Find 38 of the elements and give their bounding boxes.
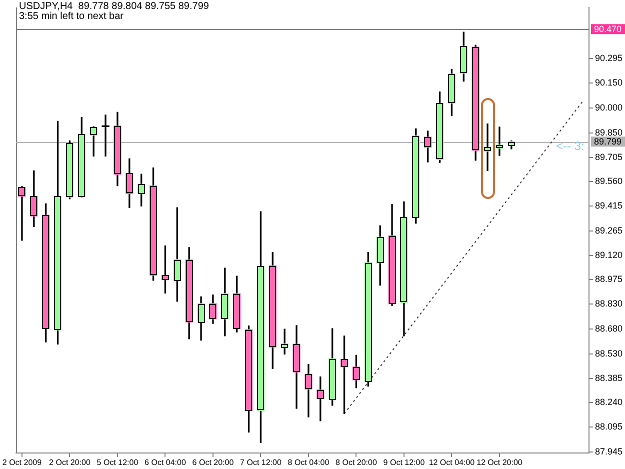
candlestick xyxy=(496,126,504,156)
x-tick-label: 12 Oct 20:00 xyxy=(476,458,523,468)
x-tick-label: 6 Oct 20:00 xyxy=(192,458,234,468)
y-tick-label: 89.705 xyxy=(595,152,623,162)
x-tick-label: 9 Oct 12:00 xyxy=(383,458,426,468)
candlestick xyxy=(484,123,492,172)
y-tick-label: 89.415 xyxy=(595,200,623,210)
y-tick-label: 88.095 xyxy=(595,422,623,432)
y-tick-label: 89.560 xyxy=(595,176,623,186)
y-tick-label: 88.680 xyxy=(595,324,623,334)
candlestick xyxy=(102,114,110,156)
chart-title: USDJPY,H4 89.778 89.804 89.755 89.799 xyxy=(19,1,209,12)
annotation: <-- 3: xyxy=(556,139,584,153)
y-tick-label: 88.830 xyxy=(595,298,623,308)
y-tick-label: 90.000 xyxy=(595,102,623,112)
y-tick-label: 88.385 xyxy=(595,372,623,383)
x-tick-label: 8 Oct 04:00 xyxy=(288,458,330,468)
y-tick-label: 87.945 xyxy=(595,446,623,457)
line-series xyxy=(344,100,584,414)
candlestick xyxy=(18,186,26,241)
x-tick-label: 7 Oct 12:00 xyxy=(240,458,282,468)
y-tick-label: 88.975 xyxy=(595,274,623,284)
y-tick-label: 89.850 xyxy=(595,128,623,138)
y-tick-label: 90.295 xyxy=(595,52,623,63)
y-tick-label: 88.530 xyxy=(595,348,623,359)
y-tick-label: 89.120 xyxy=(595,250,623,260)
x-tick-label: 8 Oct 20:00 xyxy=(336,458,378,468)
y-tick-label: 89.265 xyxy=(595,226,623,236)
ref-line-label: 90.470 xyxy=(594,24,622,34)
chart-subtitle: 3:55 min left to next bar xyxy=(19,11,124,22)
y-tick-label: 88.240 xyxy=(595,397,623,408)
x-tick-label: 6 Oct 04:00 xyxy=(144,458,186,468)
x-tick-label: 5 Oct 12:00 xyxy=(96,458,139,468)
ref-line-label: 89.799 xyxy=(594,136,622,147)
x-tick-label: 2 Oct 2009 xyxy=(2,458,42,468)
x-tick-label: 12 Oct 04:00 xyxy=(428,458,476,468)
y-tick-label: 90.150 xyxy=(595,77,623,88)
x-tick-label: 2 Oct 20:00 xyxy=(49,458,91,468)
